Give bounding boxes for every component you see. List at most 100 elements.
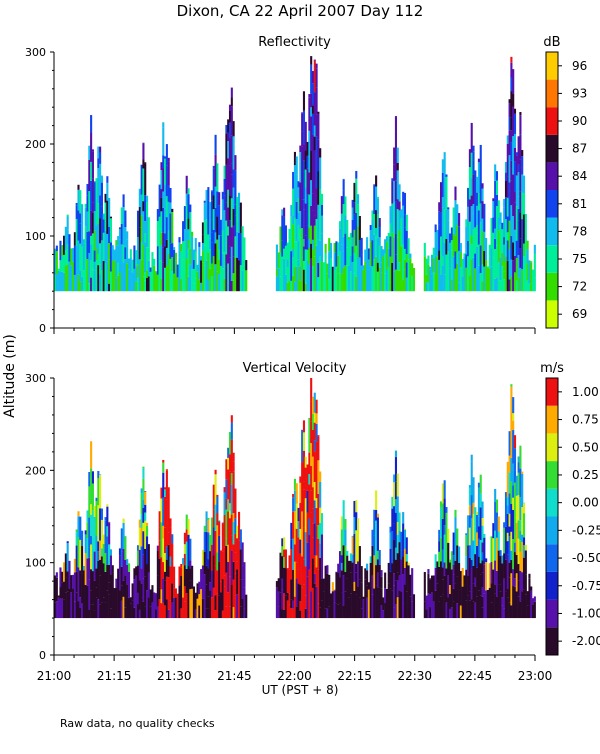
heatmap-column-segment [213,195,215,209]
heatmap-column-segment [86,232,88,259]
heatmap-column-segment [326,609,328,619]
heatmap-column-segment [510,118,512,130]
heatmap-column-segment [130,603,132,618]
heatmap-column-segment [344,529,346,546]
heatmap-column-segment [233,513,235,522]
heatmap-column-segment [344,265,346,291]
heatmap-column-segment [162,526,164,539]
heatmap-column-segment [375,236,377,257]
heatmap-column-segment [301,430,303,463]
heatmap-column-segment [355,594,357,618]
heatmap-column-segment [124,247,126,259]
heatmap-column-segment [279,593,281,618]
heatmap-column-segment [514,109,516,114]
heatmap-column-segment [148,261,150,277]
heatmap-column-segment [519,159,521,168]
heatmap-column-segment [442,567,444,579]
heatmap-column-segment [316,400,318,414]
heatmap-column-segment [312,114,314,135]
heatmap-column-segment [278,592,280,607]
heatmap-column-segment [307,260,309,291]
heatmap-column-segment [299,182,301,211]
heatmap-column-segment [491,602,493,618]
heatmap-column-segment [151,585,153,602]
heatmap-column-segment [390,572,392,589]
heatmap-column-segment [411,568,413,577]
heatmap-column-segment [397,597,399,618]
heatmap-column-segment [458,226,460,251]
heatmap-column-segment [233,562,235,580]
heatmap-column-segment [404,530,406,549]
heatmap-column-segment [343,268,345,291]
heatmap-column-segment [523,590,525,618]
heatmap-column-segment [169,203,171,214]
heatmap-column-segment [133,568,135,579]
heatmap-column-segment [285,275,287,292]
heatmap-column-segment [476,233,478,247]
heatmap-column-segment [353,230,355,253]
heatmap-column-segment [525,214,527,238]
heatmap-column-segment [447,220,449,240]
heatmap-column-segment [317,239,319,263]
heatmap-column-segment [298,584,300,618]
heatmap-column-segment [242,580,244,599]
heatmap-column-segment [303,432,305,450]
heatmap-column-segment [343,500,345,523]
heatmap-column-segment [142,201,144,211]
heatmap-column-segment [204,526,206,532]
heatmap-column-segment [162,473,164,498]
heatmap-column-segment [505,243,507,256]
heatmap-column-segment [137,566,139,593]
heatmap-column-segment [393,271,395,291]
heatmap-column-segment [220,266,222,291]
heatmap-column-segment [213,230,215,256]
heatmap-column-segment [411,601,413,618]
heatmap-column-segment [505,527,507,560]
heatmap-column-segment [132,260,134,273]
heatmap-column-segment [472,174,474,204]
heatmap-column-segment [243,608,245,618]
heatmap-column-segment [386,589,388,618]
heatmap-column-segment [90,261,92,278]
heatmap-column-segment [303,246,305,260]
heatmap-column-segment [501,229,503,253]
heatmap-column-segment [278,268,280,291]
heatmap-column-segment [216,191,218,216]
heatmap-column-segment [85,226,87,258]
heatmap-column-segment [211,201,213,220]
heatmap-column-segment [431,592,433,618]
heatmap-column-segment [92,510,94,536]
heatmap-column-segment [516,496,518,523]
heatmap-column-segment [220,220,222,236]
heatmap-column-segment [132,272,134,291]
heatmap-column-segment [353,591,355,611]
heatmap-column-segment [308,485,310,519]
heatmap-column-segment [110,272,112,292]
heatmap-column-segment [209,239,211,249]
heatmap-column-segment [491,536,493,562]
heatmap-column-segment [442,265,444,291]
heatmap-column-segment [177,594,179,618]
heatmap-column-segment [519,552,521,571]
heatmap-column-segment [95,178,97,198]
heatmap-column-segment [222,268,224,291]
heatmap-column-segment [399,576,401,590]
heatmap-column-segment [474,227,476,253]
heatmap-column-segment [121,257,123,292]
heatmap-column-segment [281,589,283,609]
heatmap-column-segment [480,574,482,596]
heatmap-column-segment [310,206,312,226]
heatmap-column-segment [94,231,96,251]
heatmap-column-segment [231,198,233,227]
heatmap-column-segment [92,484,94,511]
heatmap-column-segment [353,183,355,202]
heatmap-column-segment [303,490,305,512]
heatmap-column-segment [328,279,330,292]
heatmap-column-segment [390,206,392,209]
heatmap-column-segment [510,420,512,447]
heatmap-column-segment [95,501,97,536]
heatmap-column-segment [525,594,527,618]
colorbar-swatch [546,162,558,190]
panel-title: Vertical Velocity [243,361,347,376]
heatmap-column-segment [177,277,179,291]
